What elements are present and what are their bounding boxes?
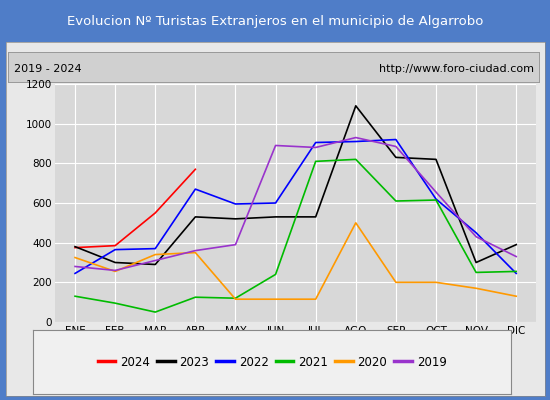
Text: 2019 - 2024: 2019 - 2024 xyxy=(14,64,81,74)
Text: Evolucion Nº Turistas Extranjeros en el municipio de Algarrobo: Evolucion Nº Turistas Extranjeros en el … xyxy=(67,14,483,28)
Text: http://www.foro-ciudad.com: http://www.foro-ciudad.com xyxy=(379,64,534,74)
Legend: 2024, 2023, 2022, 2021, 2020, 2019: 2024, 2023, 2022, 2021, 2020, 2019 xyxy=(93,351,452,373)
